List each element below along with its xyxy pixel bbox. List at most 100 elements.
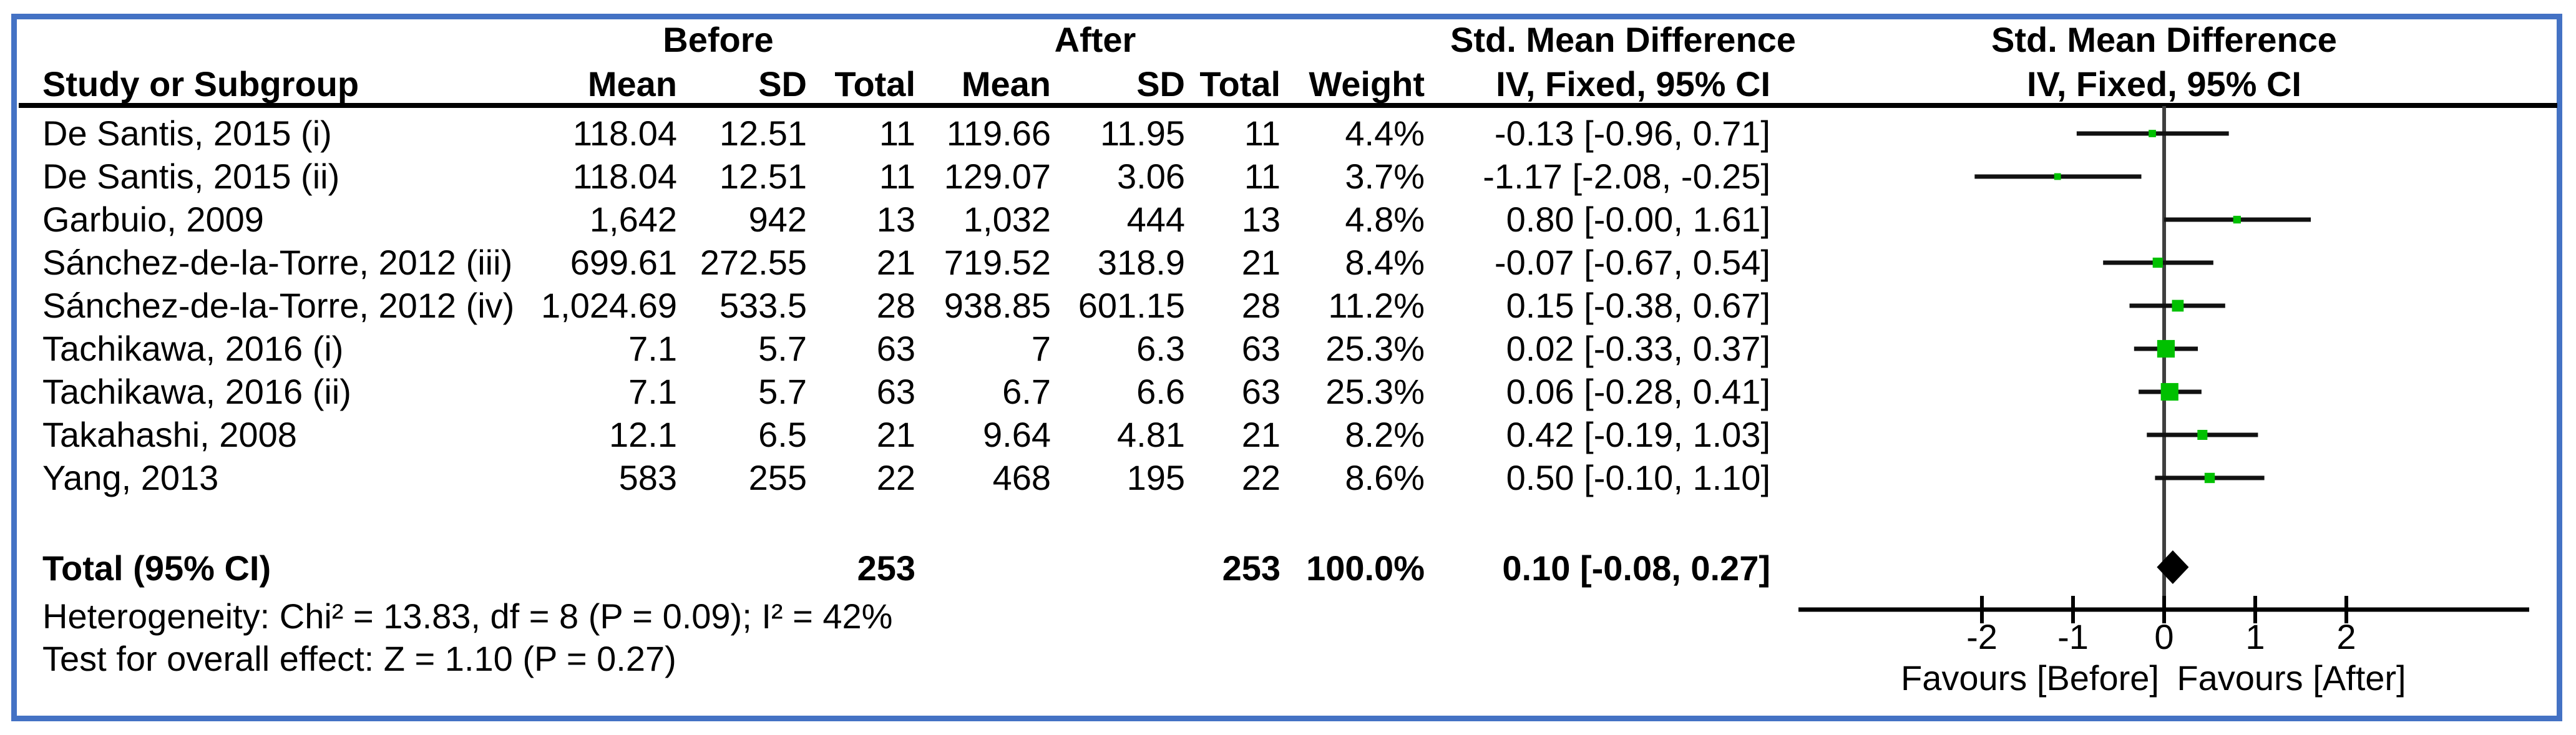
cell-after-mean: 6.7 [1002, 372, 1051, 411]
favours-left-label: Favours [Before] [1901, 658, 2159, 698]
cell-weight: 25.3% [1325, 329, 1425, 368]
total-before-n: 253 [857, 548, 915, 588]
column-header-mean-before: Mean [587, 64, 677, 104]
cell-after-total: 11 [1244, 114, 1281, 153]
column-header-total-after: Total [1199, 64, 1281, 104]
cell-before-total: 63 [876, 372, 915, 411]
cell-before-mean: 583 [618, 458, 677, 497]
cell-smd-ci: 0.50 [-0.10, 1.10] [1506, 458, 1770, 497]
cell-before-sd: 942 [748, 200, 807, 239]
total-after-n: 253 [1222, 548, 1281, 588]
cell-before-sd: 5.7 [758, 329, 807, 368]
cell-weight: 25.3% [1325, 372, 1425, 411]
cell-before-mean: 1,642 [589, 200, 677, 239]
cell-before-sd: 5.7 [758, 372, 807, 411]
cell-weight: 8.4% [1345, 243, 1425, 282]
cell-after-mean: 468 [992, 458, 1051, 497]
cell-after-sd: 601.15 [1078, 286, 1185, 325]
cell-smd-ci: 0.06 [-0.28, 0.41] [1506, 372, 1770, 411]
cell-after-mean: 719.52 [944, 243, 1051, 282]
cell-before-total: 13 [876, 200, 915, 239]
total-weight: 100.0% [1306, 548, 1425, 588]
cell-study: Takahashi, 2008 [42, 415, 297, 454]
cell-before-mean: 7.1 [628, 329, 677, 368]
cell-smd-ci: 0.15 [-0.38, 0.67] [1506, 286, 1770, 325]
cell-weight: 8.2% [1345, 415, 1425, 454]
cell-before-mean: 118.04 [572, 157, 677, 196]
cell-study: Tachikawa, 2016 (i) [42, 329, 344, 368]
cell-smd-ci: -1.17 [-2.08, -0.25] [1483, 157, 1770, 196]
cell-after-total: 22 [1241, 458, 1281, 497]
cell-before-mean: 1,024.69 [541, 286, 677, 325]
column-header-sd-before: SD [758, 64, 807, 104]
cell-before-mean: 12.1 [609, 415, 677, 454]
overall-effect-stats: Test for overall effect: Z = 1.10 (P = 0… [42, 639, 676, 678]
column-header-mean-after: Mean [961, 64, 1051, 104]
total-ci: 0.10 [-0.08, 0.27] [1502, 548, 1770, 588]
cell-after-mean: 938.85 [944, 286, 1051, 325]
cell-study: Garbuio, 2009 [42, 200, 264, 239]
cell-study: Tachikawa, 2016 (ii) [42, 372, 351, 411]
cell-after-total: 63 [1241, 372, 1281, 411]
cell-before-sd: 533.5 [719, 286, 807, 325]
cell-study: De Santis, 2015 (ii) [42, 157, 340, 196]
cell-before-sd: 255 [748, 458, 807, 497]
cell-weight: 11.2% [1328, 286, 1425, 325]
cell-study: De Santis, 2015 (i) [42, 114, 332, 153]
cell-before-sd: 12.51 [719, 114, 807, 153]
column-header-method-plot: IV, Fixed, 95% CI [2027, 64, 2301, 104]
column-header-method-text: IV, Fixed, 95% CI [1496, 64, 1770, 104]
cell-smd-ci: -0.13 [-0.96, 0.71] [1494, 114, 1770, 153]
heterogeneity-stats: Heterogeneity: Chi² = 13.83, df = 8 (P =… [42, 596, 893, 636]
cell-before-total: 28 [876, 286, 915, 325]
cell-after-total: 28 [1241, 286, 1281, 325]
header-divider [19, 103, 2557, 108]
column-group-smd-text: Std. Mean Difference [1450, 20, 1796, 59]
cell-study: Sánchez-de-la-Torre, 2012 (iv) [42, 286, 515, 325]
cell-after-total: 21 [1241, 415, 1281, 454]
cell-after-mean: 119.66 [946, 114, 1051, 153]
column-group-before: Before [663, 20, 774, 59]
cell-weight: 3.7% [1345, 157, 1425, 196]
cell-after-sd: 195 [1126, 458, 1185, 497]
column-header-study: Study or Subgroup [42, 64, 359, 104]
cell-after-mean: 7 [1031, 329, 1051, 368]
column-group-after: After [1054, 20, 1136, 59]
cell-after-total: 13 [1241, 200, 1281, 239]
cell-after-sd: 11.95 [1100, 114, 1185, 153]
cell-before-sd: 6.5 [758, 415, 807, 454]
total-row-label: Total (95% CI) [42, 548, 271, 588]
cell-before-total: 11 [879, 114, 915, 153]
cell-after-mean: 129.07 [944, 157, 1051, 196]
cell-after-mean: 9.64 [983, 415, 1051, 454]
cell-before-total: 11 [879, 157, 915, 196]
cell-weight: 4.4% [1345, 114, 1425, 153]
cell-after-sd: 6.6 [1136, 372, 1185, 411]
cell-after-mean: 1,032 [963, 200, 1051, 239]
cell-smd-ci: 0.42 [-0.19, 1.03] [1506, 415, 1770, 454]
column-header-sd-after: SD [1136, 64, 1185, 104]
cell-before-total: 22 [876, 458, 915, 497]
cell-before-total: 21 [876, 415, 915, 454]
cell-weight: 8.6% [1345, 458, 1425, 497]
cell-smd-ci: 0.02 [-0.33, 0.37] [1506, 329, 1770, 368]
cell-after-total: 11 [1244, 157, 1281, 196]
cell-smd-ci: 0.80 [-0.00, 1.61] [1506, 200, 1770, 239]
cell-after-total: 21 [1241, 243, 1281, 282]
cell-after-sd: 6.3 [1136, 329, 1185, 368]
figure-border [11, 14, 2562, 721]
cell-after-total: 63 [1241, 329, 1281, 368]
column-header-total-before: Total [834, 64, 915, 104]
cell-before-total: 63 [876, 329, 915, 368]
cell-after-sd: 444 [1126, 200, 1185, 239]
cell-after-sd: 4.81 [1117, 415, 1185, 454]
cell-before-mean: 699.61 [570, 243, 677, 282]
cell-after-sd: 318.9 [1097, 243, 1185, 282]
cell-study: Yang, 2013 [42, 458, 219, 497]
cell-weight: 4.8% [1345, 200, 1425, 239]
cell-before-mean: 7.1 [628, 372, 677, 411]
cell-after-sd: 3.06 [1117, 157, 1185, 196]
cell-before-mean: 118.04 [572, 114, 677, 153]
column-header-weight: Weight [1309, 64, 1425, 104]
